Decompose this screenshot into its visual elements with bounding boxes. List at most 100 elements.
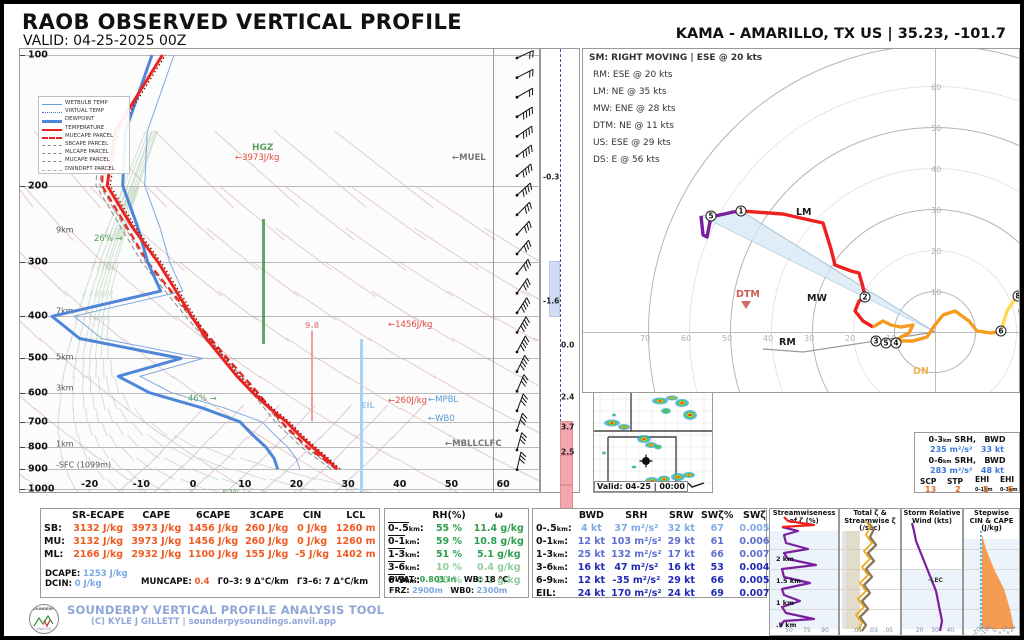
column-header: BWD (578, 510, 604, 521)
table-cell: 59 % (435, 536, 462, 547)
row-label: 1-3km: (536, 549, 569, 560)
dcin-value: 0 J/kg (74, 579, 102, 589)
table-cell: 1456 J/kg (188, 523, 239, 534)
srh-row1-range: 0-3 (928, 435, 943, 444)
table-cell: 11.4 g/kg (473, 523, 524, 534)
hodograph-marker: 1 (735, 205, 747, 217)
legend-swatch (42, 145, 62, 146)
srh-row2-label: SRH, (954, 456, 976, 465)
storm-relative-wind-panel: Storm Relative Wind (kts) 20 30 40 -LEC (901, 508, 963, 636)
legend-label: DWNDRFT PARCEL (65, 165, 115, 172)
hodograph[interactable]: 1010202030304040505060607070 SM: RIGHT M… (582, 48, 1020, 393)
omega-zero-axis (560, 49, 561, 492)
skewt-legend: WETBULB TEMP VIRTUAL TEMP DEWPOINT TEMPE… (38, 96, 130, 174)
table-cell: 170 m²/s² (611, 588, 662, 599)
table-cell: 53 (710, 562, 724, 573)
srh-row2-bwd-value: 48 kt (980, 466, 1004, 475)
storm-motion-line: RM: ESE @ 20 kts (593, 70, 673, 80)
legend-swatch (42, 153, 62, 155)
row-label: 0-.5km: (388, 522, 424, 534)
temperature-label: 10 (238, 479, 252, 490)
wb0-label: WB0: (450, 586, 475, 595)
hodograph-marker: 5 (880, 337, 892, 349)
legend-swatch (42, 161, 62, 163)
srh-row2-values: 283 m²/s² 48 kt (915, 466, 1019, 475)
rh-table: RH(%) ω 0-.5km: 55 % 11.4 g/kg 0-1km: 59 % 10.8… (385, 509, 528, 587)
table-cell: 10.8 g/kg (473, 536, 524, 547)
column-header (41, 509, 68, 522)
annotation-hgz: HGZ (252, 143, 274, 153)
omega-label: 2.4 (561, 392, 575, 402)
table-cell: 24 kt (667, 588, 695, 599)
page: RAOB OBSERVED VERTICAL PROFILE VALID: 04… (4, 4, 1020, 636)
row-label: MU: (44, 536, 65, 547)
annotation-6cape: ←1456J/kg (388, 320, 433, 330)
footer-line2: (C) KYLE J GILLETT | sounderpysoundings.… (91, 617, 336, 627)
mini-panel-grid (902, 609, 962, 610)
height-label: -SFC (1099m) (56, 460, 112, 470)
table-cell: 29 kt (667, 575, 695, 586)
table-row: 1-3km: 25 kt 132 m²/s² 17 kt 66 0.007 (533, 548, 772, 561)
mini-panel-grid (770, 589, 838, 590)
annotation-wb0: ←WB0 (428, 414, 455, 424)
hodograph-tag-dtm: DTM (736, 289, 760, 300)
table-cell: 12 kt (577, 536, 606, 547)
temperature-label: 50 (444, 479, 459, 490)
omega-label: -1.6 (543, 296, 560, 306)
hgz-bar (262, 219, 265, 344)
page-title: RAOB OBSERVED VERTICAL PROFILE (22, 10, 463, 34)
row-label: 0-1km: (388, 535, 421, 547)
hodograph-tag-rm: RM (779, 337, 796, 348)
table-cell: 260 J/kg (245, 536, 289, 547)
table-row: ML: 2166 J/kg 2932 J/kg 1100 J/kg 155 J/kg -5… (41, 548, 379, 561)
table-cell: 0.007 (739, 549, 770, 560)
temperature-label: 30 (341, 479, 355, 490)
ehi03-label: EHI 0-3km (1000, 475, 1018, 493)
srh-row2-header: 0-6km SRH, BWD (915, 456, 1019, 465)
legend-label: DEWPOINT (65, 116, 95, 123)
muncape-label: MUNCAPE: (141, 577, 192, 587)
station-title: KAMA - AMARILLO, TX US | 35.23, -101.7 (675, 26, 1006, 42)
legend-swatch (42, 112, 62, 114)
stepwise-cin-cape-panel: Stepwise CIN & CAPE (J/kg) -200 -100 0 +1k +2k (963, 508, 1020, 636)
mini-panel-grid (840, 589, 900, 590)
table-cell: 0.005 (739, 523, 770, 534)
wb-label: WB: (463, 575, 482, 584)
cape-table-panel: SR-ECAPE CAPE 6CAPE 3CAPE CIN LCL SB: 3132 J/kg… (40, 508, 380, 598)
rh-table-panel: RH(%) ω 0-.5km: 55 % 11.4 g/kg 0-1km: 59 % 10.8… (384, 508, 529, 598)
mini-panel-ylabel: 2 km (776, 555, 794, 563)
annotation-rh-low: 46% → (188, 394, 217, 404)
frz-row: FRZ: 2900m WB0: 2300m (389, 586, 507, 595)
legend-label: MUECAPE PARCEL (65, 132, 114, 139)
station-crosshair-icon (639, 453, 653, 468)
height-label: 1km (56, 439, 74, 449)
table-cell: 0.005 (739, 575, 770, 586)
column-header: 3CAPE (249, 510, 284, 521)
table-cell: 24 kt (577, 588, 606, 599)
column-header (385, 509, 428, 522)
srh-row1-values: 235 m²/s² 33 kt (915, 445, 1019, 454)
omega-bar (560, 485, 573, 509)
table-cell: 5.1 g/kg (476, 549, 521, 560)
skewt-diagram[interactable]: 1000 900 800 700 600 500 400 300 200 100 -20 -10 0 1… (19, 48, 540, 493)
table-cell: 66 (710, 549, 724, 560)
mini-panel-xlabel: 20 (915, 627, 924, 634)
storm-motion-line: DTM: NE @ 11 kts (593, 121, 674, 131)
omega-label: 0.0 (561, 340, 575, 350)
mini-panel-ylabel: 1 km (776, 599, 794, 607)
table-row: 3-6km: 16 kt 47 m²/s² 16 kt 53 0.004 (533, 561, 772, 574)
omega-label: 2.5 (561, 447, 575, 457)
muncape-block: MUNCAPE: 0.4 Γ0–3: 9 Δ°C/km Γ3–6: 7 Δ°C/… (141, 577, 368, 587)
table-cell: 32 kt (667, 523, 695, 534)
radar-inset-map[interactable]: Valid: 04-25 | 00:00 (593, 392, 713, 493)
muncape-value: 0.4 (194, 577, 210, 587)
hodograph-tag-lm: LM (796, 207, 812, 218)
table-row: 0-1km: 59 % 10.8 g/kg (385, 535, 528, 548)
mini-panel-xlabel: 30 (931, 627, 939, 634)
pwat-row: PWAT: 0.801 in WB: 18 °C (389, 575, 508, 584)
pressure-label: 100 (28, 49, 48, 61)
annotation-rh-sfc: 63% → (222, 489, 251, 492)
temperature-label: -20 (81, 479, 99, 490)
table-cell: 55 % (435, 523, 462, 534)
hodograph-marker: 8 (1012, 290, 1019, 302)
